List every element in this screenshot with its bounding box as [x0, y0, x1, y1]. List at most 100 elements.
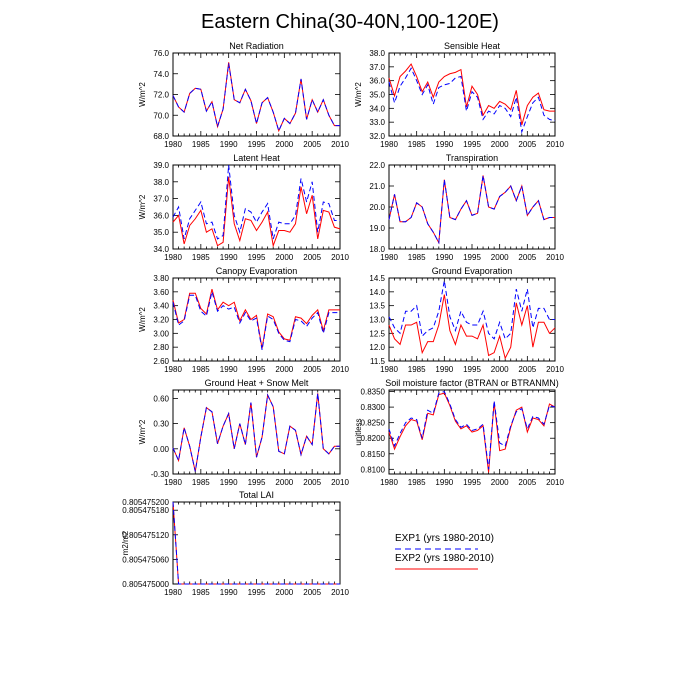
- series-line-exp1: [388, 390, 556, 470]
- x-tick-label: 2000: [275, 253, 293, 262]
- series-line-exp2: [388, 294, 556, 360]
- x-tick-label: 2000: [275, 478, 293, 487]
- x-tick-label: 2005: [303, 253, 321, 262]
- x-tick-label: 1985: [408, 478, 426, 487]
- panel-frame: [172, 389, 341, 475]
- x-tick-label: 1985: [192, 365, 210, 374]
- panel-6: Ground Evaporation 1980 1985 1990 1995 2000 20…: [369, 266, 564, 374]
- panel-7: Ground Heat + Snow Melt 1980 1985 1990 1995 2…: [138, 378, 349, 487]
- panel-title: Total LAI: [239, 490, 274, 500]
- x-tick-label: 2010: [546, 478, 564, 487]
- y-tick-label: 38.0: [153, 178, 169, 187]
- panel-1: Net Radiation 1980 1985 1990 1995 2000 2005 201…: [138, 41, 349, 149]
- x-tick-label: 1990: [220, 140, 238, 149]
- y-tick-label: 36.0: [153, 211, 169, 220]
- x-tick-label: 2010: [331, 140, 349, 149]
- y-tick-label: 0.30: [153, 420, 169, 429]
- x-tick-label: 2005: [518, 365, 536, 374]
- series-line-exp2: [172, 393, 340, 472]
- y-axis-label: W/m^2: [138, 419, 147, 444]
- y-axis-label: W/m^2: [138, 307, 147, 332]
- x-tick-label: 1980: [380, 253, 398, 262]
- series-line-exp2: [172, 501, 340, 585]
- panel-frame: [172, 277, 341, 362]
- y-tick-label: 0.8300: [361, 403, 386, 412]
- x-tick-label: 1980: [164, 588, 182, 597]
- panel-title: Sensible Heat: [444, 41, 501, 51]
- y-tick-label: 39.0: [153, 161, 169, 170]
- legend: EXP1 (yrs 1980-2010) EXP2 (yrs 1980-2010…: [395, 533, 494, 570]
- y-tick-label: 12.0: [369, 343, 385, 352]
- panel-2: Sensible Heat 1980 1985 1990 1995 2000 2005 201…: [354, 41, 564, 149]
- y-tick-label: 0.805475200: [122, 498, 169, 507]
- x-tick-label: 2000: [491, 253, 509, 262]
- y-axis-label: W/m^2: [138, 194, 147, 219]
- x-tick-label: 1990: [220, 253, 238, 262]
- x-tick-label: 2005: [303, 478, 321, 487]
- x-tick-label: 2000: [275, 140, 293, 149]
- x-tick-label: 2010: [546, 253, 564, 262]
- panel-8: Soil moisture factor (BTRAN or BTRANMN) 1…: [354, 378, 564, 487]
- panel-4: Transpiration 1980 1985 1990 1995 2000 2005 201…: [369, 153, 564, 262]
- panel-9: Total LAI 1980 1985 1990 1995 2000 2005 2010 0.8…: [121, 490, 349, 597]
- x-tick-label: 1985: [408, 253, 426, 262]
- x-tick-label: 1995: [248, 588, 266, 597]
- x-tick-label: 1980: [380, 365, 398, 374]
- panels: Net Radiation 1980 1985 1990 1995 2000 2005 201…: [121, 41, 564, 597]
- y-tick-label: 34.0: [153, 245, 169, 254]
- x-tick-label: 1995: [463, 478, 481, 487]
- y-tick-label: 37.0: [369, 63, 385, 72]
- x-tick-label: 2005: [518, 478, 536, 487]
- legend-exp1-label: EXP1 (yrs 1980-2010): [395, 533, 494, 544]
- y-tick-label: 35.0: [369, 91, 385, 100]
- x-tick-label: 1995: [248, 478, 266, 487]
- x-tick-label: 1990: [435, 365, 453, 374]
- panel-frame: [388, 52, 556, 137]
- y-tick-label: 68.0: [153, 132, 169, 141]
- y-tick-label: 35.0: [153, 228, 169, 237]
- y-tick-label: 19.0: [369, 224, 385, 233]
- x-tick-label: 1980: [164, 365, 182, 374]
- y-axis-label: m2/m2: [121, 530, 130, 555]
- x-tick-label: 1995: [463, 253, 481, 262]
- x-tick-label: 2010: [331, 588, 349, 597]
- panel-5: Canopy Evaporation 1980 1985 1990 1995 2000 20…: [138, 266, 349, 374]
- x-tick-label: 1980: [164, 253, 182, 262]
- x-tick-label: 1990: [435, 140, 453, 149]
- y-tick-label: 3.00: [153, 329, 169, 338]
- y-tick-label: 3.40: [153, 302, 169, 311]
- y-tick-label: 33.0: [369, 118, 385, 127]
- y-tick-label: 12.5: [369, 329, 385, 338]
- y-tick-label: 13.5: [369, 302, 385, 311]
- y-tick-label: 0.805475120: [122, 531, 169, 540]
- panel-3: Latent Heat 1980 1985 1990 1995 2000 2005 2010 3…: [138, 153, 349, 262]
- x-tick-label: 1995: [463, 365, 481, 374]
- y-tick-label: 18.0: [369, 245, 385, 254]
- x-tick-label: 1995: [248, 140, 266, 149]
- y-tick-label: 74.0: [153, 70, 169, 79]
- y-tick-label: 13.0: [369, 316, 385, 325]
- y-tick-label: 2.60: [153, 357, 169, 366]
- y-tick-label: 3.80: [153, 274, 169, 283]
- series-line-exp1: [172, 289, 340, 351]
- y-tick-label: 0.8100: [361, 465, 386, 474]
- series-line-exp2: [388, 63, 555, 126]
- x-tick-label: 1995: [248, 365, 266, 374]
- series-line-exp1: [388, 175, 555, 245]
- panel-title: Ground Evaporation: [432, 266, 513, 276]
- y-axis-label: W/m^2: [138, 82, 147, 107]
- series-line-exp1: [388, 67, 556, 134]
- y-tick-label: 3.60: [153, 288, 169, 297]
- series-line-exp1: [388, 280, 555, 340]
- x-tick-label: 1985: [192, 253, 210, 262]
- x-tick-label: 2000: [491, 365, 509, 374]
- x-tick-label: 2000: [275, 588, 293, 597]
- y-tick-label: 0.805475000: [122, 580, 169, 589]
- y-axis-label: W/m^2: [354, 82, 363, 107]
- x-tick-label: 2010: [546, 140, 564, 149]
- y-axis-label: unitless: [354, 418, 363, 445]
- y-tick-label: 11.5: [370, 357, 386, 366]
- x-tick-label: 1985: [192, 588, 210, 597]
- y-tick-label: 21.0: [369, 182, 385, 191]
